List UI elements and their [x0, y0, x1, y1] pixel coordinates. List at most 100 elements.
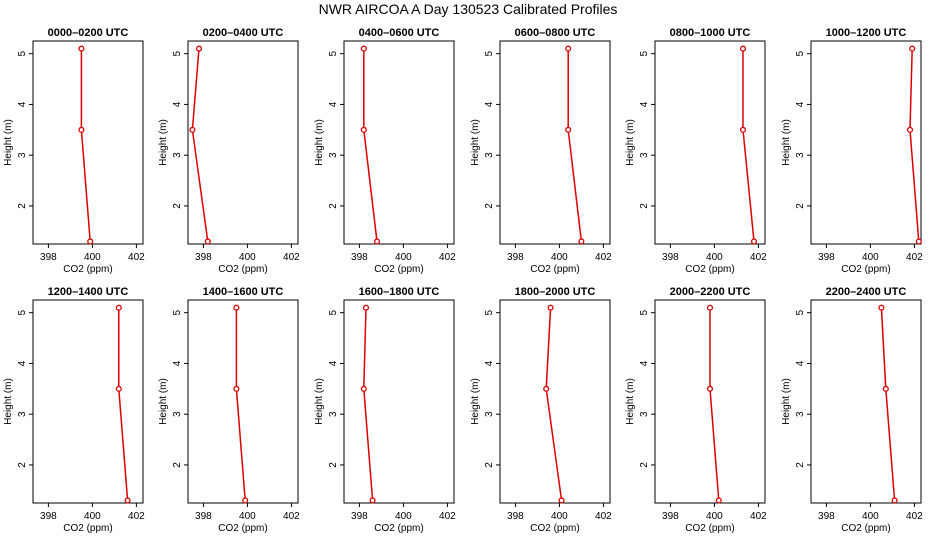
profile-point [715, 497, 722, 504]
y-axis-label: Height (m) [3, 378, 14, 425]
y-tick-label: 4 [639, 360, 650, 366]
chart-panel-2: 0200–0400 UTC 398 400 402 CO2 (ppm) 2 3 4 5 Heigh… [158, 27, 300, 275]
y-tick-label: 4 [172, 101, 183, 107]
panel-title: 2000–2200 UTC [670, 286, 751, 298]
y-axis-label: Height (m) [781, 378, 792, 425]
profile-point [115, 304, 122, 311]
plot-frame [810, 40, 922, 245]
plot-frame [343, 299, 455, 504]
y-tick-label: 5 [795, 309, 806, 315]
x-tick-label: 398 [818, 511, 835, 522]
y-tick-label: 2 [639, 462, 650, 468]
y-axis-label: Height (m) [470, 119, 481, 166]
profile-point [565, 126, 572, 133]
profile-point [891, 497, 898, 504]
profile-point [750, 238, 758, 245]
profile-point [915, 238, 922, 245]
x-tick-label: 400 [862, 252, 879, 263]
y-axis-label: Height (m) [625, 119, 636, 166]
profile-line [567, 48, 583, 242]
profile-point [115, 385, 122, 392]
x-axis-label: CO2 (ppm) [374, 523, 423, 534]
y-tick-label: 4 [639, 101, 650, 107]
x-tick-label: 398 [195, 252, 212, 263]
profile-point [706, 304, 714, 311]
profile-line [363, 307, 374, 501]
y-tick-label: 3 [17, 411, 28, 417]
plot-frame [32, 40, 144, 245]
y-tick-label: 4 [795, 360, 806, 366]
chart-panel-10: 1800–2000 UTC 398 400 402 CO2 (ppm) 2 3 4 5 Heigh… [470, 286, 612, 534]
profile-point [78, 45, 85, 52]
y-axis-label: Height (m) [314, 119, 325, 166]
y-tick-label: 4 [328, 101, 339, 107]
panel-title: 1800–2000 UTC [515, 286, 596, 298]
panel-title: 2200–2400 UTC [826, 286, 907, 298]
x-tick-label: 398 [40, 252, 57, 263]
x-axis-label: CO2 (ppm) [63, 264, 112, 275]
x-axis-label: CO2 (ppm) [685, 264, 734, 275]
profile-line [191, 48, 209, 242]
y-tick-label: 4 [17, 360, 28, 366]
plot-frame [810, 299, 922, 504]
x-tick-label: 402 [750, 511, 767, 522]
chart-panel-12: 2200–2400 UTC 398 400 402 CO2 (ppm) 2 3 4 5 Heigh… [781, 286, 923, 534]
y-axis-label: Height (m) [158, 119, 169, 166]
x-tick-label: 398 [507, 511, 524, 522]
y-tick-label: 4 [17, 101, 28, 107]
profile-point [909, 45, 916, 52]
y-tick-label: 3 [172, 152, 183, 158]
x-tick-label: 400 [239, 252, 256, 263]
panel-title: 0400–0600 UTC [359, 27, 440, 39]
profile-line [742, 48, 755, 242]
panel-title: 1600–1800 UTC [359, 286, 440, 298]
plot-frame [654, 40, 766, 245]
y-tick-label: 3 [639, 411, 650, 417]
plot-frame [187, 299, 299, 504]
x-tick-label: 398 [662, 252, 679, 263]
profile-line [118, 307, 129, 501]
x-tick-label: 400 [706, 511, 723, 522]
plot-frame [343, 40, 455, 245]
y-axis-label: Height (m) [3, 119, 14, 166]
x-axis-label: CO2 (ppm) [530, 523, 579, 534]
y-tick-label: 2 [484, 203, 495, 209]
x-axis-label: CO2 (ppm) [218, 264, 267, 275]
x-tick-label: 402 [128, 252, 145, 263]
profile-point [543, 385, 550, 392]
y-tick-label: 5 [172, 50, 183, 56]
x-axis-label: CO2 (ppm) [374, 264, 423, 275]
profile-point [373, 238, 381, 245]
y-tick-label: 3 [484, 411, 495, 417]
x-tick-label: 398 [662, 511, 679, 522]
x-tick-label: 400 [84, 252, 101, 263]
y-tick-label: 5 [17, 309, 28, 315]
profile-line [235, 307, 246, 501]
x-tick-label: 400 [862, 511, 879, 522]
x-tick-label: 398 [195, 511, 212, 522]
profile-point [906, 126, 914, 133]
profile-point [360, 45, 367, 52]
y-axis-label: Height (m) [470, 378, 481, 425]
y-tick-label: 5 [639, 309, 650, 315]
panel-title: 1400–1600 UTC [203, 286, 284, 298]
y-tick-label: 4 [484, 360, 495, 366]
x-tick-label: 398 [351, 511, 368, 522]
x-tick-label: 398 [818, 252, 835, 263]
x-axis-label: CO2 (ppm) [685, 523, 734, 534]
plot-frame [499, 299, 611, 504]
profile-point [369, 497, 376, 504]
y-tick-label: 2 [17, 203, 28, 209]
chart-panel-8: 1400–1600 UTC 398 400 402 CO2 (ppm) 2 3 4 5 Heigh… [158, 286, 300, 534]
profile-point [360, 385, 367, 392]
y-tick-label: 3 [639, 152, 650, 158]
chart-panel-5: 0800–1000 UTC 398 400 402 CO2 (ppm) 2 3 4 5 Heigh… [625, 27, 767, 275]
profile-point [878, 304, 885, 311]
x-tick-label: 402 [595, 511, 612, 522]
y-tick-label: 3 [17, 152, 28, 158]
y-axis-label: Height (m) [781, 119, 792, 166]
x-tick-label: 400 [706, 252, 723, 263]
chart-panel-3: 0400–0600 UTC 398 400 402 CO2 (ppm) 2 3 4 5 Heigh… [314, 27, 456, 275]
x-tick-label: 400 [395, 252, 412, 263]
plot-frame [187, 40, 299, 245]
